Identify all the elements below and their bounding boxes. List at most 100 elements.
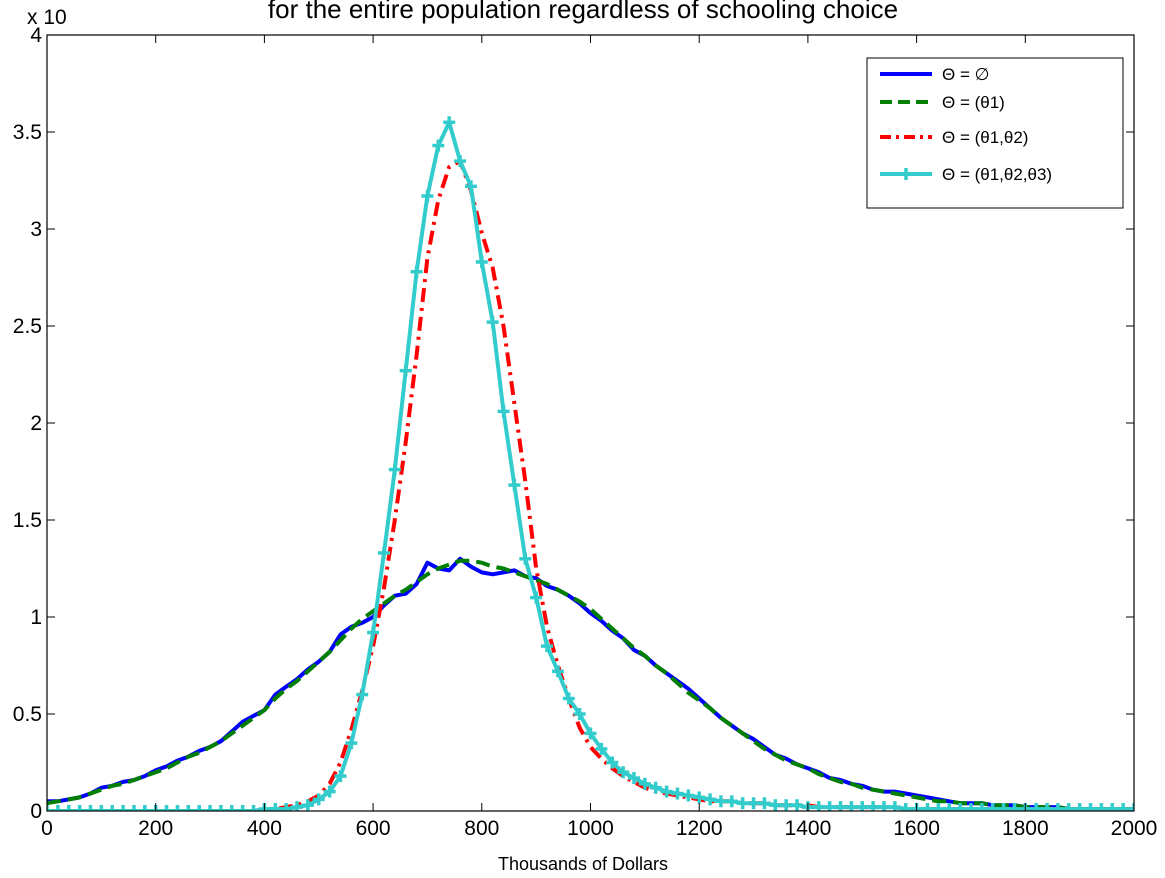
data-point-marker <box>725 795 738 808</box>
x-tick-label: 200 <box>138 817 173 840</box>
data-point-marker <box>638 777 651 790</box>
data-point-marker <box>301 799 314 811</box>
data-point-marker <box>127 805 140 811</box>
data-point-marker <box>856 801 869 811</box>
legend-label-2: Θ = (θ1) <box>942 93 1005 112</box>
data-point-marker <box>747 797 760 810</box>
chart-title: for the entire population regardless of … <box>268 0 898 24</box>
data-point-marker <box>95 805 108 811</box>
data-point-marker <box>377 546 390 559</box>
data-point-marker <box>280 803 293 811</box>
data-point-marker <box>1084 803 1097 811</box>
data-point-marker <box>975 803 988 811</box>
data-point-marker <box>519 552 532 565</box>
data-point-marker <box>649 781 662 794</box>
data-point-marker <box>834 801 847 811</box>
data-point-marker <box>421 190 434 203</box>
data-point-marker <box>388 463 401 476</box>
data-point-marker <box>627 772 640 785</box>
y-tick-label: 0 <box>30 800 42 823</box>
data-point-marker <box>464 180 477 193</box>
y-tick-label: 2 <box>30 412 42 435</box>
data-point-marker <box>204 805 217 811</box>
data-point-marker <box>443 116 456 129</box>
data-point-marker <box>693 791 706 804</box>
data-point-marker <box>943 803 956 811</box>
legend-label-3: Θ = (θ1,θ2) <box>942 128 1028 147</box>
data-point-marker <box>475 255 488 268</box>
data-point-marker <box>954 803 967 811</box>
data-point-marker <box>236 805 249 811</box>
data-point-marker <box>367 626 380 639</box>
x-tick-label: 1000 <box>567 817 614 840</box>
legend-label-1: Θ = ∅ <box>942 65 989 84</box>
y-tick-label: 4 <box>30 24 42 47</box>
data-point-marker <box>312 793 325 806</box>
data-point-marker <box>1041 803 1054 811</box>
data-point-marker <box>160 805 173 811</box>
data-point-marker <box>845 801 858 811</box>
y-tick-label: 0.5 <box>13 703 42 726</box>
data-point-marker <box>551 665 564 678</box>
x-tick-label: 400 <box>247 817 282 840</box>
data-point-marker <box>508 479 521 492</box>
data-point-marker <box>812 801 825 811</box>
data-point-marker <box>823 801 836 811</box>
data-point-marker <box>1095 803 1108 811</box>
data-point-marker <box>541 640 554 653</box>
data-point-marker <box>704 793 717 806</box>
data-point-marker <box>334 770 347 783</box>
data-point-marker <box>73 805 86 811</box>
x-tick-label: 1800 <box>1002 817 1049 840</box>
data-point-marker <box>758 797 771 810</box>
data-point-marker <box>1030 803 1043 811</box>
data-point-marker <box>410 265 423 278</box>
data-point-marker <box>573 708 586 720</box>
data-point-marker <box>356 688 369 701</box>
data-point-marker <box>214 805 227 811</box>
data-point-marker <box>269 803 282 811</box>
y-tick-label: 3 <box>30 218 42 241</box>
data-point-marker <box>138 805 151 811</box>
y-exponent-label: x 10 <box>27 6 67 29</box>
data-point-marker <box>660 785 673 798</box>
data-point-marker <box>888 801 901 811</box>
y-tick-label: 2.5 <box>13 315 42 338</box>
data-point-marker <box>1062 803 1075 811</box>
data-point-marker <box>1073 803 1086 811</box>
data-point-marker <box>247 805 260 811</box>
data-point-marker <box>997 803 1010 811</box>
data-point-marker <box>932 803 945 811</box>
data-point-marker <box>671 787 684 800</box>
legend-label-4: Θ = (θ1,θ2,θ3) <box>942 165 1052 184</box>
data-point-marker <box>454 155 467 168</box>
x-tick-label: 0 <box>41 817 53 840</box>
data-point-marker <box>323 785 336 798</box>
data-point-marker <box>1117 803 1130 811</box>
y-tick-label: 1.5 <box>13 509 42 532</box>
data-point-marker <box>867 801 880 811</box>
data-point-marker <box>84 805 97 811</box>
data-point-marker <box>584 727 597 740</box>
data-point-marker <box>399 364 412 377</box>
x-axis-label: Thousands of Dollars <box>498 854 668 874</box>
data-point-marker <box>1008 803 1021 811</box>
data-point-marker <box>986 803 999 811</box>
data-point-marker <box>780 799 793 811</box>
data-point-marker <box>497 405 510 418</box>
data-point-marker <box>1128 803 1134 811</box>
data-point-marker <box>51 805 64 811</box>
data-point-marker <box>62 805 75 811</box>
data-point-marker <box>964 803 977 811</box>
data-point-marker <box>106 805 119 811</box>
data-point-marker <box>345 737 358 750</box>
data-point-marker <box>291 801 304 811</box>
data-point-marker <box>182 805 195 811</box>
data-point-marker <box>606 756 619 769</box>
series-line-2 <box>47 558 1134 811</box>
y-axis: 0 0.5 1 1.5 2 2.5 3 3.5 4 <box>13 24 1134 823</box>
data-point-marker <box>617 766 630 779</box>
data-point-marker <box>899 803 912 811</box>
data-point-marker <box>117 805 130 811</box>
